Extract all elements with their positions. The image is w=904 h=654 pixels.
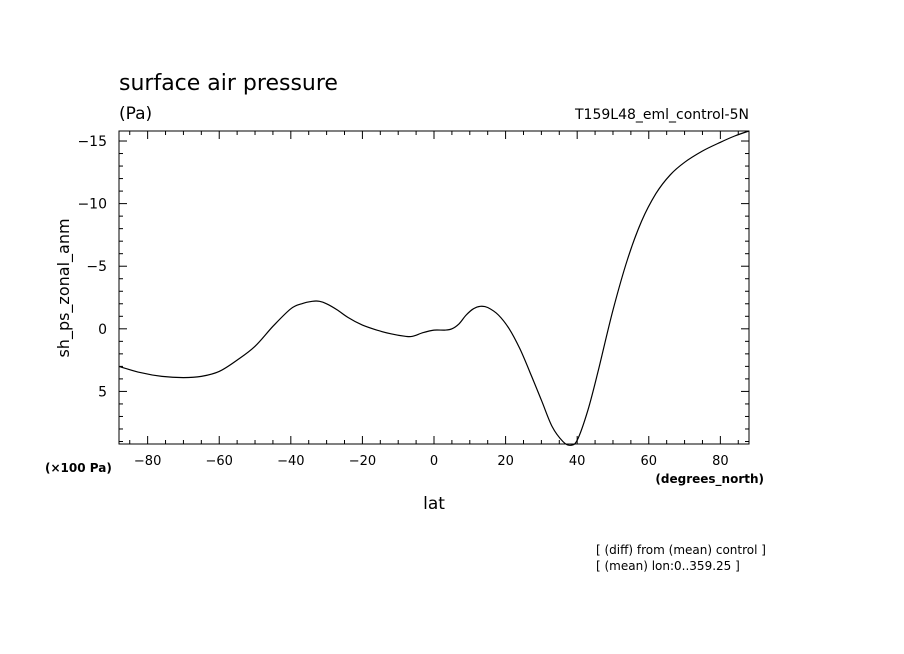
run-label: T159L48_eml_control-5N bbox=[574, 107, 749, 123]
plot-frame bbox=[118, 130, 750, 445]
axis-tick-labels: −80 −60 −40 −20 0 20 40 60 80 −15 −10 −5 0 5 bbox=[77, 134, 728, 469]
plot-area: −80 −60 −40 −20 0 20 40 60 80 −15 −10 −5 0 5 bbox=[77, 130, 750, 469]
y-tick-label: 0 bbox=[98, 322, 107, 338]
x-tick-label: 40 bbox=[569, 454, 586, 469]
x-axis-label: lat bbox=[423, 494, 445, 514]
annotation-mean: [ (mean) lon:0..359.25 ] bbox=[596, 559, 740, 573]
x-tick-label: −20 bbox=[349, 454, 376, 469]
x-tick-label: 80 bbox=[712, 454, 729, 469]
y-tick-label: 5 bbox=[98, 384, 107, 400]
series-line bbox=[118, 130, 750, 446]
y-scale-label: (×100 Pa) bbox=[45, 461, 112, 475]
x-tick-label: −60 bbox=[206, 454, 233, 469]
annotation-diff: [ (diff) from (mean) control ] bbox=[596, 543, 766, 557]
x-tick-label: −80 bbox=[134, 454, 161, 469]
x-units-label: (degrees_north) bbox=[655, 472, 764, 487]
x-tick-label: 60 bbox=[640, 454, 657, 469]
x-tick-label: 20 bbox=[497, 454, 514, 469]
y-tick-label: −5 bbox=[86, 259, 107, 275]
x-tick-label: 0 bbox=[430, 454, 438, 469]
x-tick-label: −40 bbox=[277, 454, 304, 469]
y-tick-label: −10 bbox=[77, 197, 107, 213]
axis-ticks bbox=[119, 131, 749, 444]
y-axis-label: sh_ps_zonal_anm bbox=[54, 218, 74, 357]
units-label: (Pa) bbox=[119, 104, 152, 124]
chart-title: surface air pressure bbox=[119, 71, 338, 96]
y-tick-label: −15 bbox=[77, 134, 107, 150]
